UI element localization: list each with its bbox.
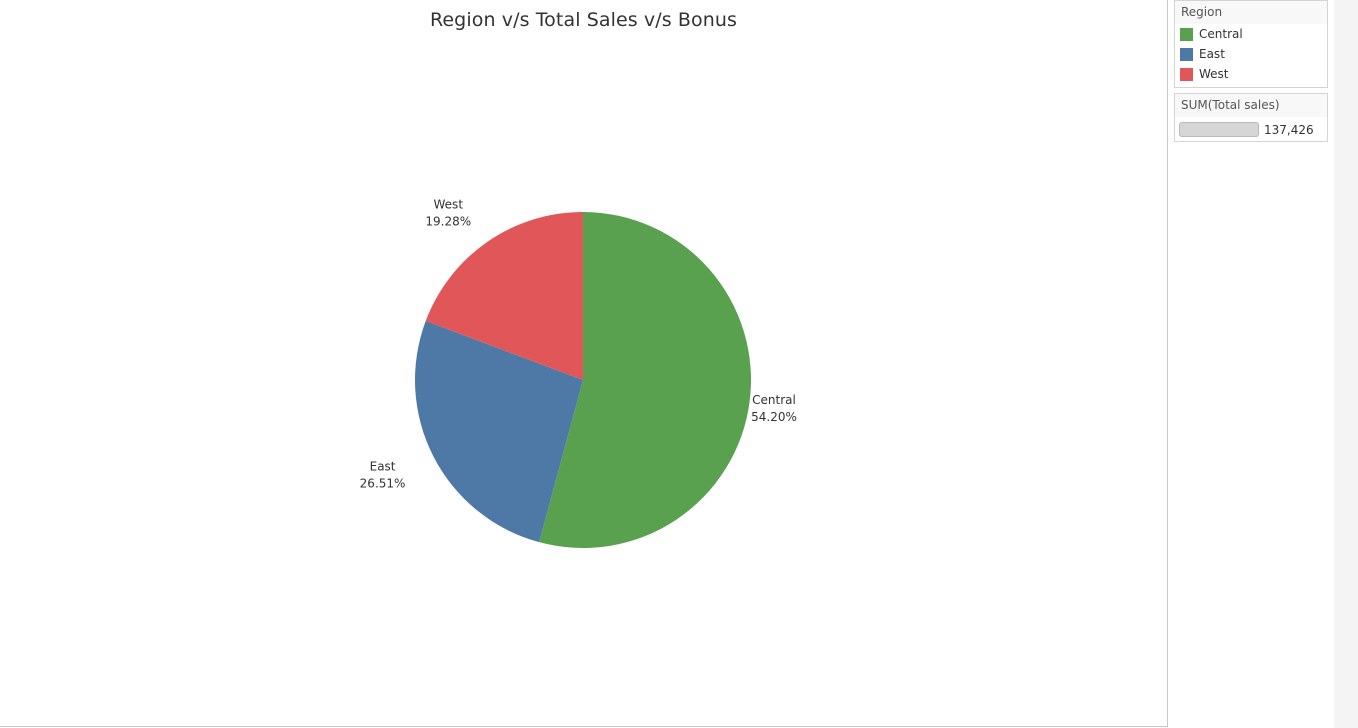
- legend-label: East: [1199, 47, 1225, 61]
- slice-label-west: West 19.28%: [425, 197, 471, 228]
- legend-swatch-east: [1180, 47, 1193, 61]
- side-panel: Region Central East West SUM(Total sales…: [1168, 0, 1334, 728]
- legend-swatch-west: [1180, 67, 1193, 81]
- size-legend-row: 137,426: [1175, 117, 1327, 141]
- slice-label-name: East: [370, 460, 396, 474]
- pie-slice-east[interactable]: [415, 320, 583, 543]
- chart-title: Region v/s Total Sales v/s Bonus: [429, 9, 738, 31]
- slice-label-percent: 26.51%: [360, 477, 406, 491]
- legend-title: Region: [1175, 1, 1327, 24]
- legend-item-east[interactable]: East: [1175, 44, 1327, 64]
- size-bar: [1179, 122, 1259, 137]
- slice-label-name: West: [434, 197, 464, 211]
- size-legend-value: 137,426: [1264, 122, 1314, 137]
- chart-area: Region v/s Total Sales v/s Bonus Central…: [0, 0, 1168, 727]
- size-legend-title: SUM(Total sales): [1175, 94, 1327, 117]
- legend-label: West: [1199, 67, 1229, 81]
- slice-label-percent: 19.28%: [425, 214, 471, 228]
- slice-label-percent: 54.20%: [751, 410, 797, 424]
- region-legend: Region Central East West: [1174, 0, 1328, 88]
- legend-swatch-central: [1180, 27, 1193, 41]
- pie-slice-west[interactable]: [425, 212, 583, 380]
- scrollbar-track[interactable]: [1334, 0, 1358, 728]
- legend-item-central[interactable]: Central: [1175, 24, 1327, 44]
- slice-label-central: Central 54.20%: [751, 393, 797, 424]
- slice-label-east: East 26.51%: [360, 460, 406, 491]
- slice-label-name: Central: [752, 393, 796, 407]
- size-legend: SUM(Total sales) 137,426: [1174, 93, 1328, 142]
- legend-label: Central: [1199, 27, 1243, 41]
- legend-item-west[interactable]: West: [1175, 64, 1327, 84]
- pie-chart: Central 54.20% East 26.51% West 19.28%: [360, 197, 797, 548]
- pie-slice-central[interactable]: [539, 212, 751, 548]
